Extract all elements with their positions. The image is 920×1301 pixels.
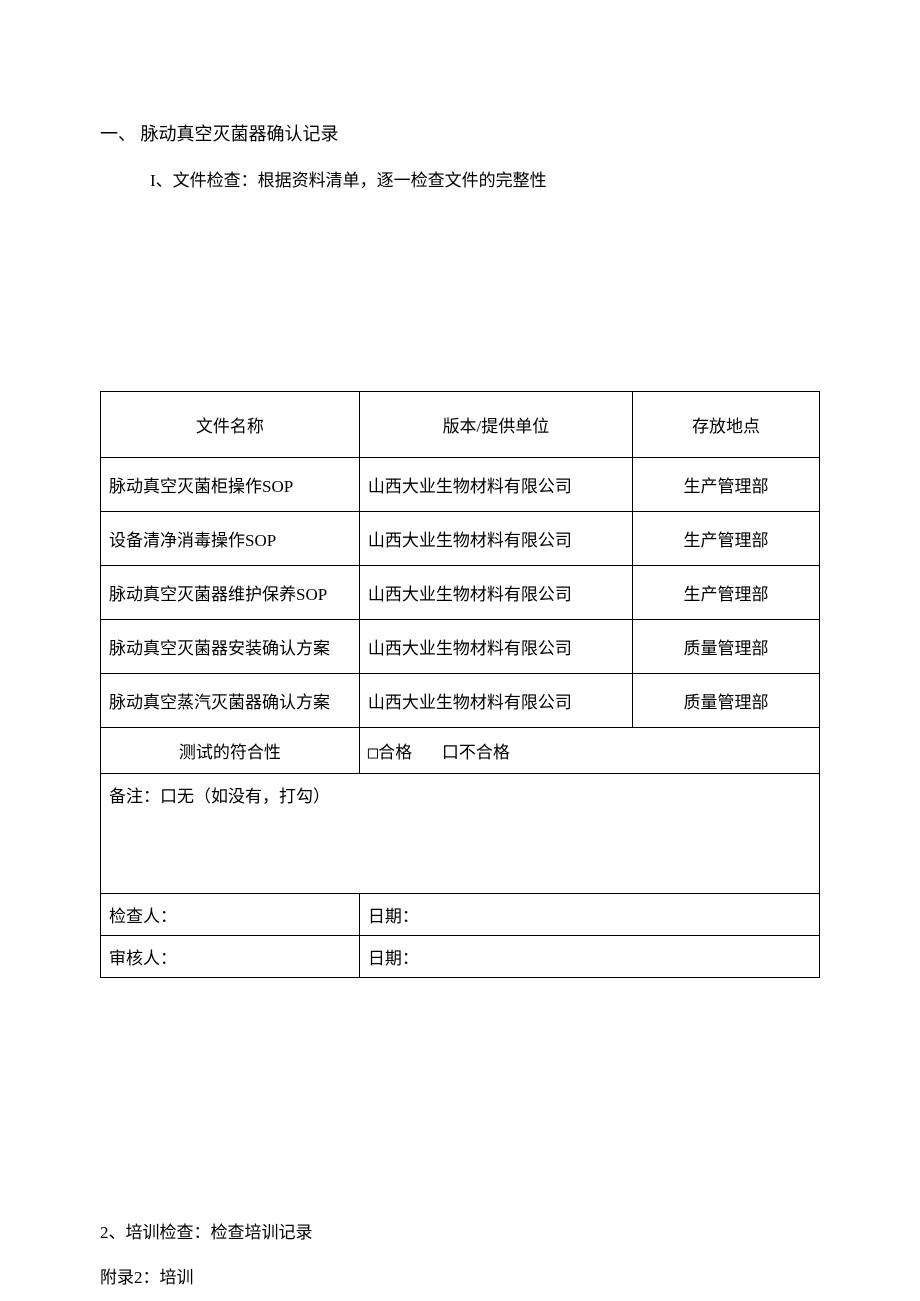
inspector-date: 日期： bbox=[359, 894, 819, 936]
header-file-name: 文件名称 bbox=[101, 392, 360, 458]
cell-provider: 山西大业生物材料有限公司 bbox=[359, 512, 632, 566]
cell-provider: 山西大业生物材料有限公司 bbox=[359, 458, 632, 512]
section-title: 一、 脉动真空灭菌器确认记录 bbox=[100, 120, 820, 146]
cell-location: 生产管理部 bbox=[633, 566, 820, 620]
table-row: 脉动真空灭菌器维护保养SOP 山西大业生物材料有限公司 生产管理部 bbox=[101, 566, 820, 620]
table-row: 设备清净消毒操作SOP 山西大业生物材料有限公司 生产管理部 bbox=[101, 512, 820, 566]
section2: 2、培训检查：检查培训记录 附录2：培训 bbox=[100, 1218, 820, 1288]
document-check-table: 文件名称 版本/提供单位 存放地点 脉动真空灭菌柜操作SOP 山西大业生物材料有… bbox=[100, 391, 820, 978]
inspector-label: 检查人： bbox=[101, 894, 360, 936]
section-subtitle: I、文件检查：根据资料清单，逐一检查文件的完整性 bbox=[150, 166, 820, 191]
cell-file-name: 脉动真空灭菌柜操作SOP bbox=[101, 458, 360, 512]
table-row: 脉动真空灭菌柜操作SOP 山西大业生物材料有限公司 生产管理部 bbox=[101, 458, 820, 512]
cell-file-name: 设备清净消毒操作SOP bbox=[101, 512, 360, 566]
pass-checkbox: □合格 bbox=[368, 743, 412, 763]
cell-provider: 山西大业生物材料有限公司 bbox=[359, 566, 632, 620]
cell-file-name: 脉动真空灭菌器维护保养SOP bbox=[101, 566, 360, 620]
compliance-label: 测试的符合性 bbox=[101, 728, 360, 774]
cell-provider: 山西大业生物材料有限公司 bbox=[359, 674, 632, 728]
fail-checkbox: 口不合格 bbox=[442, 743, 510, 763]
reviewer-row: 审核人： 日期： bbox=[101, 936, 820, 978]
table-header-row: 文件名称 版本/提供单位 存放地点 bbox=[101, 392, 820, 458]
cell-location: 生产管理部 bbox=[633, 458, 820, 512]
header-location: 存放地点 bbox=[633, 392, 820, 458]
notes-cell: 备注：口无（如没有，打勾） bbox=[101, 774, 820, 894]
reviewer-date: 日期： bbox=[359, 936, 819, 978]
cell-file-name: 脉动真空灭菌器安装确认方案 bbox=[101, 620, 360, 674]
table-row: 脉动真空蒸汽灭菌器确认方案 山西大业生物材料有限公司 质量管理部 bbox=[101, 674, 820, 728]
reviewer-label: 审核人： bbox=[101, 936, 360, 978]
compliance-value: □合格 口不合格 bbox=[359, 728, 819, 774]
cell-provider: 山西大业生物材料有限公司 bbox=[359, 620, 632, 674]
cell-location: 质量管理部 bbox=[633, 620, 820, 674]
inspector-row: 检查人： 日期： bbox=[101, 894, 820, 936]
notes-row: 备注：口无（如没有，打勾） bbox=[101, 774, 820, 894]
cell-location: 生产管理部 bbox=[633, 512, 820, 566]
cell-location: 质量管理部 bbox=[633, 674, 820, 728]
cell-file-name: 脉动真空蒸汽灭菌器确认方案 bbox=[101, 674, 360, 728]
section2-line1: 2、培训检查：检查培训记录 bbox=[100, 1218, 820, 1243]
header-provider: 版本/提供单位 bbox=[359, 392, 632, 458]
table-row: 脉动真空灭菌器安装确认方案 山西大业生物材料有限公司 质量管理部 bbox=[101, 620, 820, 674]
section2-line2: 附录2：培训 bbox=[100, 1263, 820, 1288]
compliance-row: 测试的符合性 □合格 口不合格 bbox=[101, 728, 820, 774]
